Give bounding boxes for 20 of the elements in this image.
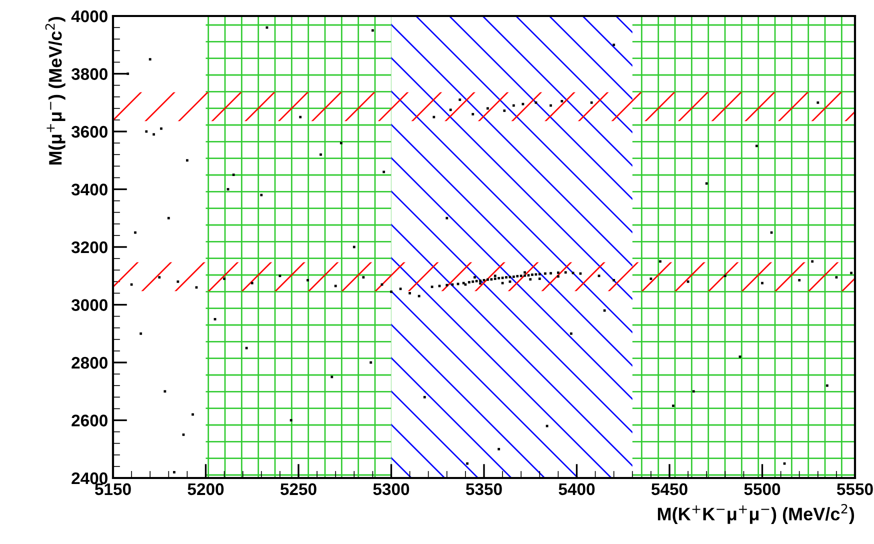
x-tick-label: 5200 xyxy=(188,483,224,496)
y-tick-label: 3600 xyxy=(71,126,108,138)
y-tick-label: 4000 xyxy=(71,10,108,22)
y-tick-label: 2800 xyxy=(72,356,108,369)
y-axis-title: M(μ$^{+}$μ$^{−}$) (MeV/c$^{2}$) xyxy=(45,16,66,164)
x-tick-label: 5450 xyxy=(651,483,688,496)
y-tick-label: 2400 xyxy=(72,472,108,484)
x-tick-label: 5500 xyxy=(744,483,780,496)
y-tick-label: 3400 xyxy=(71,184,108,196)
x-tick-label: 5300 xyxy=(373,483,410,496)
x-tick-label: 5350 xyxy=(466,483,502,496)
x-tick-label: 5250 xyxy=(280,483,316,496)
x-tick-label: 5150 xyxy=(94,483,131,496)
x-tick-label: 5550 xyxy=(836,483,873,496)
x-tick-label: 5400 xyxy=(558,483,595,496)
y-tick-label: 2600 xyxy=(72,414,108,426)
y-tick-label: 3000 xyxy=(71,299,108,311)
text: M(K$^{+}$K$^{−}$μ$^{+}$μ$^{−}$) (MeV/c$^{2}$) xyxy=(658,504,854,524)
y-tick-label: 3800 xyxy=(71,68,108,80)
y-tick-label: 3200 xyxy=(71,241,108,254)
